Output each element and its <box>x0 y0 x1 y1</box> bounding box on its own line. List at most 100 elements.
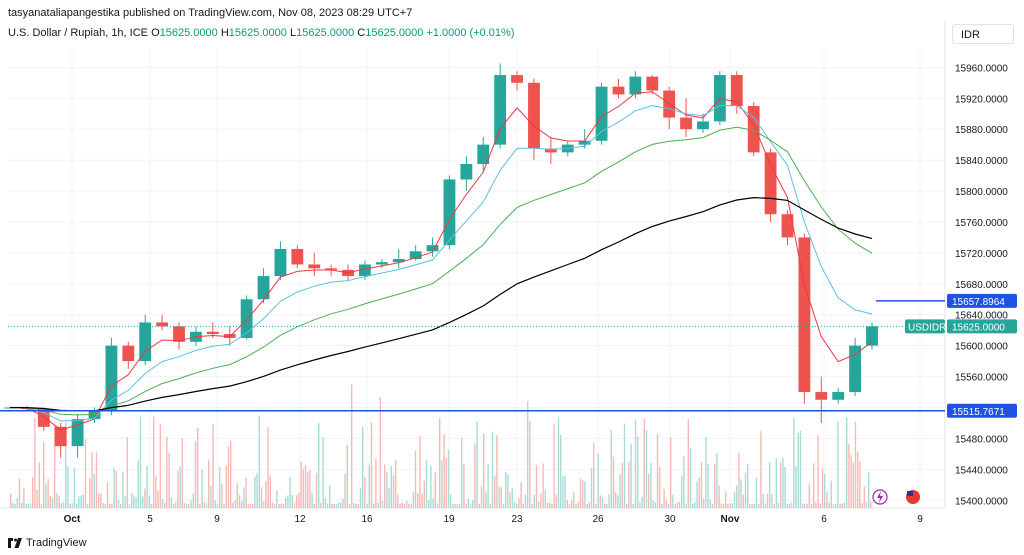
y-tick-label: 15560.0000 <box>955 373 1008 384</box>
volume-bar <box>210 485 212 508</box>
volume-bar <box>619 473 621 508</box>
candle-body <box>122 345 135 362</box>
volume-bar <box>786 503 788 508</box>
volume-bar <box>518 498 520 508</box>
footer-brand[interactable]: TradingView <box>8 537 87 549</box>
candle-body <box>494 75 507 145</box>
x-tick-label: Nov <box>721 514 740 525</box>
volume-bar <box>630 443 632 508</box>
volume-bar <box>478 503 480 508</box>
candle-body <box>37 409 50 427</box>
volume-bar <box>795 466 797 508</box>
volume-bar <box>34 417 36 508</box>
volume-bar <box>643 418 645 508</box>
volume-bar <box>388 488 390 508</box>
volume-bar <box>711 503 714 508</box>
volume-bar <box>91 452 93 508</box>
volume-bar <box>582 480 584 508</box>
volume-bar <box>608 494 610 508</box>
volume-bar <box>813 463 815 508</box>
volume-bar <box>738 452 740 508</box>
volume-bar <box>810 503 813 508</box>
volume-bar <box>729 503 731 508</box>
ema-mid-line <box>9 104 873 422</box>
volume-bar <box>93 473 95 508</box>
volume-bar <box>687 419 689 508</box>
candle-body <box>528 82 540 149</box>
volume-bar <box>60 502 62 508</box>
volume-bar <box>806 503 808 508</box>
volume-bar <box>421 493 423 508</box>
volume-bar <box>670 437 672 508</box>
volume-bar <box>100 493 102 508</box>
ohlc-legend: U.S. Dollar / Rupiah, 1h, ICE O 15625.000… <box>8 27 515 39</box>
volume-bar <box>483 433 485 508</box>
volume-bar <box>289 476 291 508</box>
candle-body <box>274 249 287 277</box>
candle-body <box>832 392 845 400</box>
candle-body <box>680 117 692 130</box>
volume-bar <box>769 462 771 508</box>
candle-body <box>240 299 253 338</box>
volume-bar <box>199 503 201 508</box>
volume-bar <box>375 458 377 508</box>
candle-body <box>71 419 84 447</box>
y-tick-label: 15720.0000 <box>955 249 1008 260</box>
volume-bar <box>157 490 159 508</box>
volume-bar <box>491 431 494 508</box>
volume-bar <box>36 489 38 508</box>
volume-bar <box>843 502 846 508</box>
volume-bar <box>49 495 51 508</box>
close-value: 15625.0000 <box>365 27 424 39</box>
price-label-last: 15625.0000 <box>952 322 1005 333</box>
volume-bar <box>45 484 47 508</box>
volume-bar <box>54 425 56 508</box>
candle-body <box>595 86 608 141</box>
volume-bar <box>142 496 144 508</box>
high-value: 15625.0000 <box>228 27 287 39</box>
volume-bar <box>771 494 773 508</box>
candle-body <box>544 148 557 153</box>
volume-bar <box>584 481 586 508</box>
candle-body <box>409 251 422 260</box>
volume-bar <box>733 491 736 508</box>
volume-bar <box>832 503 835 508</box>
volume-bar <box>480 486 483 508</box>
symbol-name: U.S. Dollar / Rupiah, 1h, ICE <box>8 27 149 39</box>
y-tick-label: 15680.0000 <box>955 280 1008 291</box>
volume-bar <box>12 502 14 508</box>
volume-bar <box>751 503 753 508</box>
volume-bar <box>56 493 58 508</box>
volume-bar <box>467 498 469 508</box>
volume-bar <box>535 465 538 508</box>
volume-bar <box>645 430 648 508</box>
volume-bar <box>465 503 467 508</box>
volume-bar <box>274 503 276 508</box>
volume-bar <box>170 497 172 508</box>
volume-bar <box>69 503 71 508</box>
volume-bar <box>212 423 214 508</box>
open-label: O <box>151 27 160 39</box>
candle-body <box>139 322 152 362</box>
volume-bar <box>740 479 742 508</box>
currency-selector[interactable]: IDR <box>952 24 1014 44</box>
volume-bar <box>265 481 267 508</box>
volume-bar <box>346 444 348 508</box>
candle-body <box>460 163 473 180</box>
volume-bar <box>571 500 573 508</box>
volume-bar <box>313 503 315 508</box>
volume-bar <box>428 499 430 508</box>
volume-bar <box>522 503 524 508</box>
volume-bar <box>225 465 227 508</box>
volume-bar <box>177 470 179 508</box>
volume-bar <box>153 416 155 508</box>
volume-bar <box>632 503 634 508</box>
volume-bar <box>102 502 104 508</box>
volume-bar <box>685 503 687 508</box>
volume-bar <box>23 488 25 508</box>
volume-bar <box>689 447 692 508</box>
volume-bar <box>727 503 729 508</box>
volume-bar <box>804 503 806 508</box>
volume-bar <box>146 465 148 508</box>
